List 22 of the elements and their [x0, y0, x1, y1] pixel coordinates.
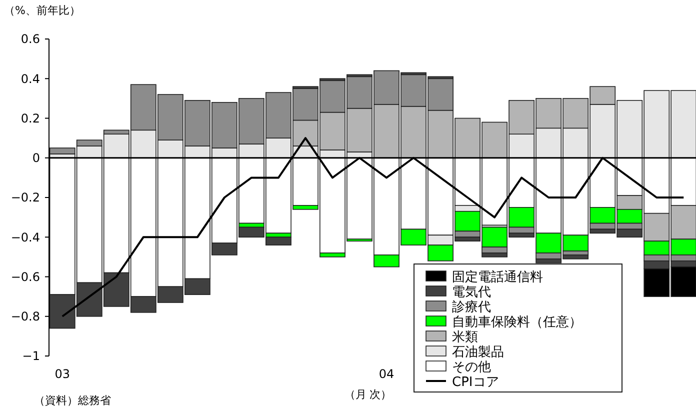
y-tick-label: 0.4 [20, 72, 40, 86]
y-tick-label: −1 [22, 349, 40, 364]
legend-label: その他 [452, 360, 491, 375]
y-tick-label: 0.6 [20, 32, 40, 46]
y-tick-label: −0.8 [10, 310, 40, 324]
y-tick-label: 0 [32, 151, 40, 166]
legend-label: 固定電話通信料 [452, 270, 543, 285]
y-tick-label: −0.4 [10, 230, 40, 244]
y-tick-label: −0.6 [10, 270, 40, 284]
text: （資料）総務省 [34, 394, 111, 407]
x-tick-label: 04 [378, 367, 394, 381]
x-axis-title: （月 次） [344, 388, 392, 401]
x-tick-label: 03 [54, 367, 70, 381]
legend-label: 自動車保険料（任意） [452, 314, 582, 330]
y-tick-label: −0.2 [10, 190, 40, 205]
legend-label: CPIコア [452, 374, 499, 390]
legend-label: 石油製品 [452, 344, 504, 360]
legend-label: 診療代 [452, 300, 491, 315]
legend-label: 電気代 [452, 284, 491, 300]
y-axis-title: （%、前年比） [4, 4, 80, 17]
legend-label: 米類 [452, 330, 478, 345]
y-tick-label: 0.2 [20, 111, 40, 126]
